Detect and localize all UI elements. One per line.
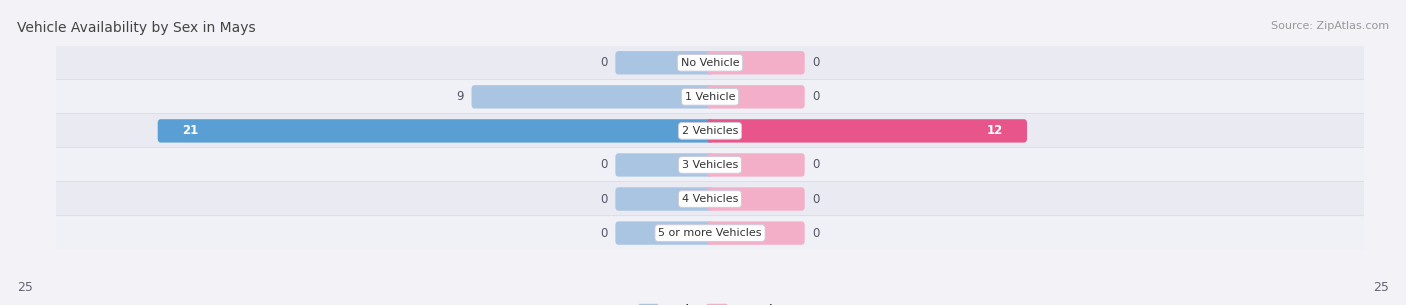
- FancyBboxPatch shape: [45, 45, 1375, 80]
- Text: 0: 0: [600, 227, 607, 239]
- Text: Source: ZipAtlas.com: Source: ZipAtlas.com: [1271, 21, 1389, 31]
- FancyBboxPatch shape: [707, 221, 804, 245]
- Text: 3 Vehicles: 3 Vehicles: [682, 160, 738, 170]
- FancyBboxPatch shape: [616, 153, 713, 177]
- Text: 25: 25: [17, 281, 32, 294]
- FancyBboxPatch shape: [45, 182, 1375, 216]
- FancyBboxPatch shape: [471, 85, 713, 109]
- FancyBboxPatch shape: [45, 80, 1375, 114]
- FancyBboxPatch shape: [616, 187, 713, 211]
- FancyBboxPatch shape: [45, 148, 1375, 182]
- Text: 0: 0: [600, 56, 607, 69]
- Text: 0: 0: [600, 192, 607, 206]
- FancyBboxPatch shape: [45, 113, 1375, 148]
- FancyBboxPatch shape: [45, 216, 1375, 250]
- Text: 9: 9: [457, 90, 464, 103]
- Text: 0: 0: [813, 159, 820, 171]
- FancyBboxPatch shape: [707, 187, 804, 211]
- Text: 1 Vehicle: 1 Vehicle: [685, 92, 735, 102]
- FancyBboxPatch shape: [616, 51, 713, 74]
- Text: 2 Vehicles: 2 Vehicles: [682, 126, 738, 136]
- Text: 0: 0: [813, 192, 820, 206]
- Text: 4 Vehicles: 4 Vehicles: [682, 194, 738, 204]
- Text: 5 or more Vehicles: 5 or more Vehicles: [658, 228, 762, 238]
- FancyBboxPatch shape: [616, 221, 713, 245]
- Text: Vehicle Availability by Sex in Mays: Vehicle Availability by Sex in Mays: [17, 21, 256, 35]
- Legend: Male, Female: Male, Female: [634, 299, 786, 305]
- Text: 0: 0: [600, 159, 607, 171]
- FancyBboxPatch shape: [707, 51, 804, 74]
- FancyBboxPatch shape: [707, 119, 1026, 142]
- FancyBboxPatch shape: [707, 153, 804, 177]
- Text: No Vehicle: No Vehicle: [681, 58, 740, 68]
- Text: 0: 0: [813, 227, 820, 239]
- Text: 21: 21: [181, 124, 198, 137]
- FancyBboxPatch shape: [707, 85, 804, 109]
- Text: 25: 25: [1374, 281, 1389, 294]
- Text: 0: 0: [813, 56, 820, 69]
- FancyBboxPatch shape: [157, 119, 713, 142]
- Text: 0: 0: [813, 90, 820, 103]
- Text: 12: 12: [987, 124, 1002, 137]
